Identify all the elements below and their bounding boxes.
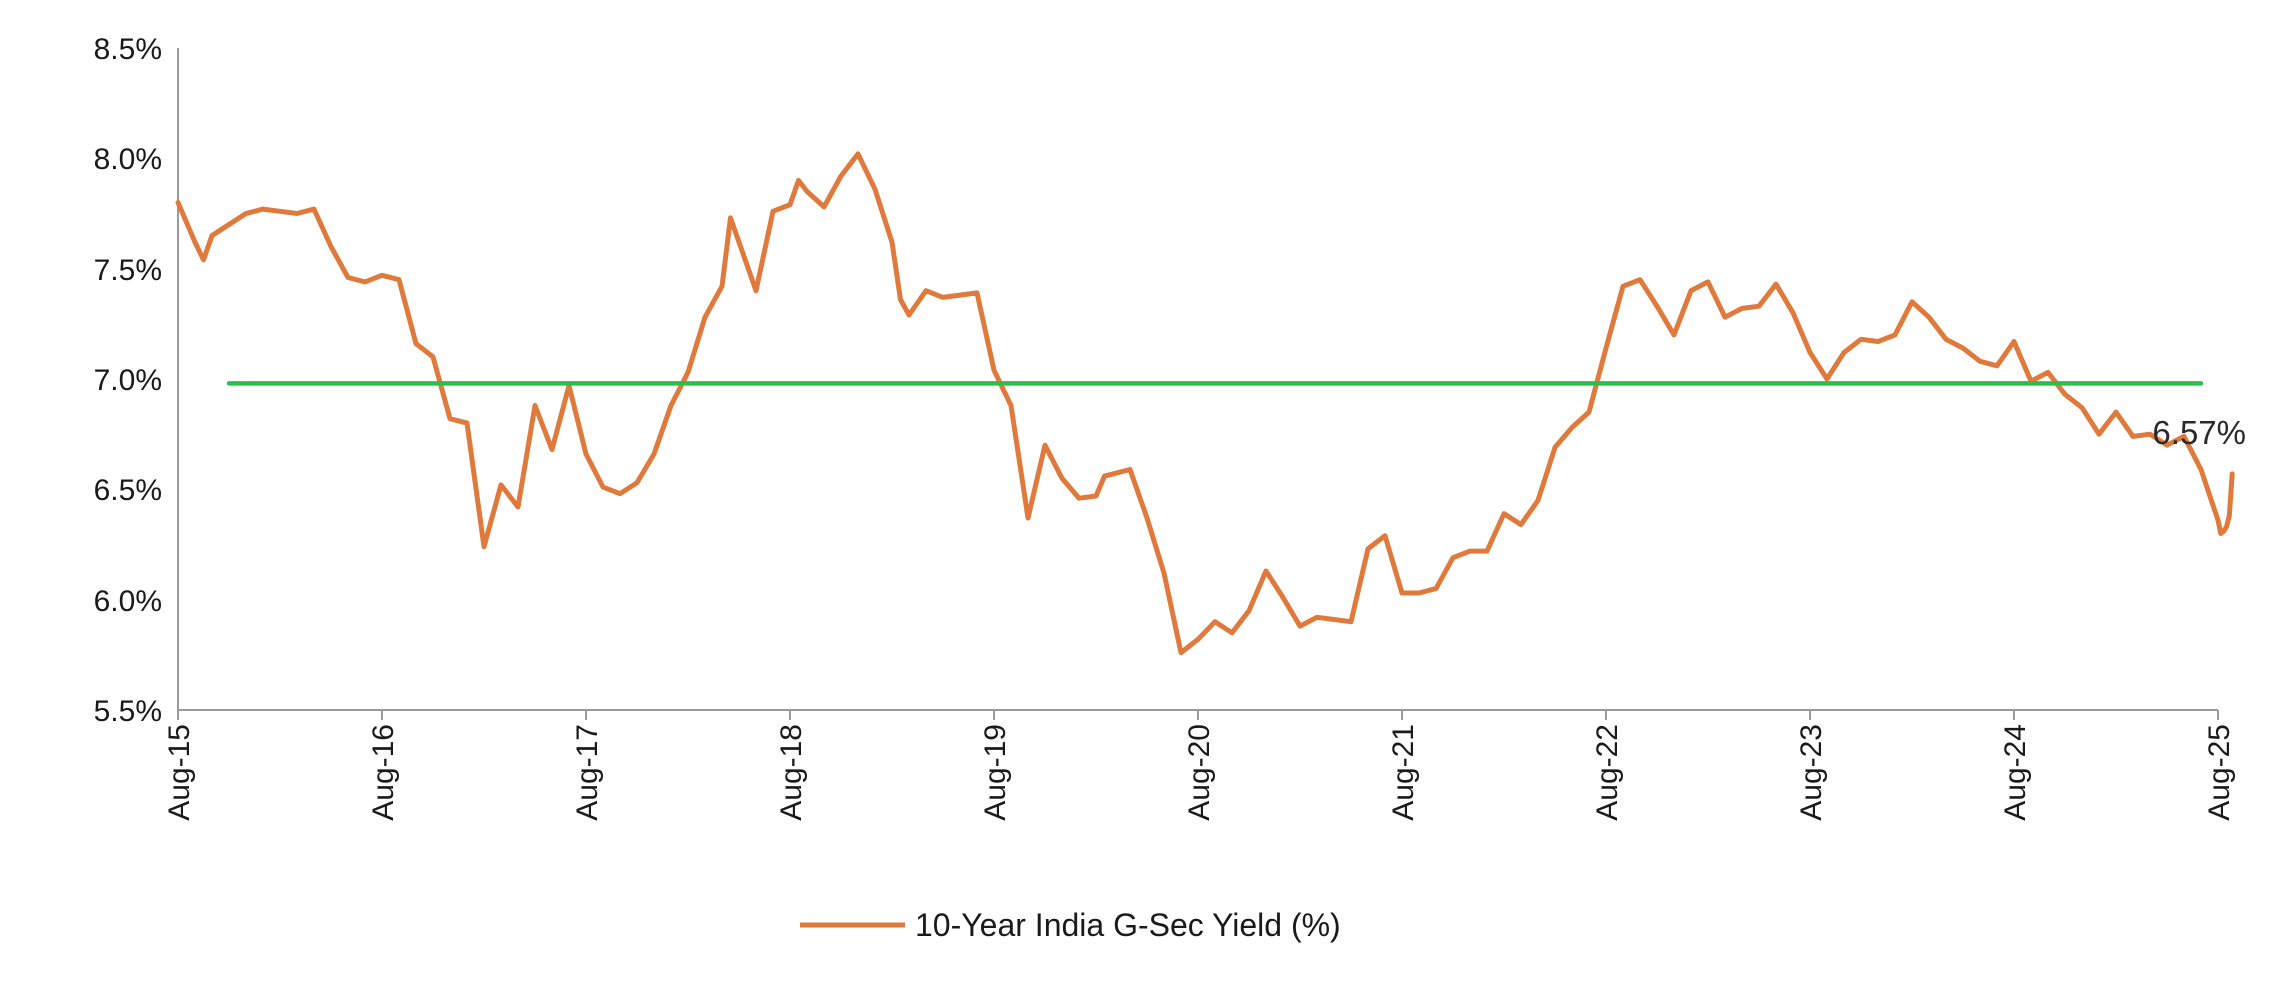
legend-label: 10-Year India G-Sec Yield (%) xyxy=(915,907,1341,943)
x-tick-label: Aug-23 xyxy=(1795,724,1828,821)
x-tick-label: Aug-18 xyxy=(775,724,808,821)
x-tick-label: Aug-19 xyxy=(979,724,1012,821)
legend: 10-Year India G-Sec Yield (%) xyxy=(800,907,1341,943)
x-tick-label: Aug-21 xyxy=(1387,724,1420,821)
y-tick-label: 6.0% xyxy=(94,585,162,618)
last-value-label: 6.57% xyxy=(2152,414,2246,451)
y-tick-label: 7.0% xyxy=(94,364,162,397)
annotation-layer: 6.57% xyxy=(2152,414,2246,451)
y-tick-label: 8.0% xyxy=(94,143,162,176)
series-layer xyxy=(175,151,2235,656)
yield-series-line xyxy=(175,151,2235,656)
y-ticks: 8.5% 8.0% 7.5% 7.0% 6.5% 6.0% 5.5% xyxy=(94,33,162,728)
x-ticks: Aug-15 Aug-16 Aug-17 Aug-18 Aug-19 Aug-20 Aug-… xyxy=(163,710,2236,821)
x-tick-label: Aug-20 xyxy=(1183,724,1216,821)
x-tick-label: Aug-24 xyxy=(1999,724,2032,821)
x-tick-label: Aug-16 xyxy=(367,724,400,821)
y-tick-label: 8.5% xyxy=(94,33,162,66)
x-tick-label: Aug-25 xyxy=(2203,724,2236,821)
axes xyxy=(177,48,2218,711)
x-tick-label: Aug-15 xyxy=(163,724,196,821)
y-tick-label: 6.5% xyxy=(94,474,162,507)
x-tick-label: Aug-22 xyxy=(1591,724,1624,821)
y-tick-label: 5.5% xyxy=(94,695,162,728)
x-tick-label: Aug-17 xyxy=(571,724,604,821)
y-tick-label: 7.5% xyxy=(94,254,162,287)
